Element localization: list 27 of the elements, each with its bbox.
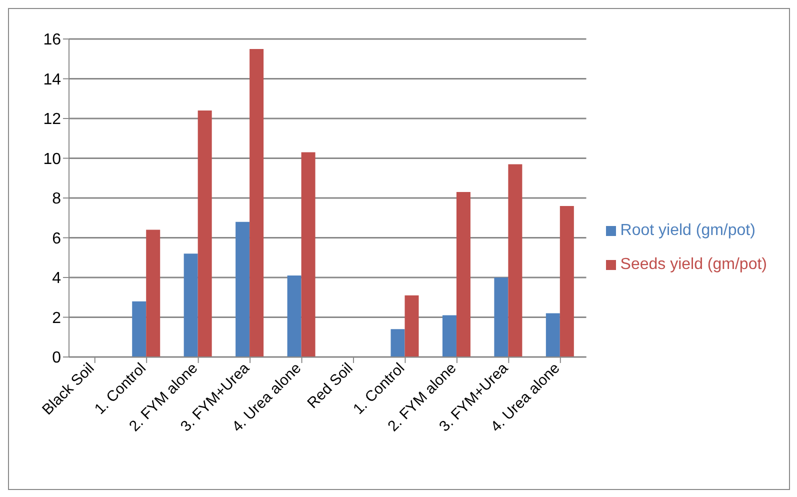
bar (546, 313, 560, 357)
bar (184, 254, 198, 357)
bar (132, 301, 146, 357)
y-tick-label: 8 (52, 190, 62, 208)
bar (442, 315, 456, 357)
legend-label: Seeds yield (gm/pot) (620, 256, 767, 273)
bar (456, 192, 470, 357)
y-tick-label: 4 (52, 270, 62, 288)
y-tick-label: 2 (52, 310, 62, 327)
bar (404, 295, 419, 357)
y-tick-label: 14 (43, 71, 62, 88)
bar (390, 329, 405, 357)
bar (508, 164, 522, 357)
y-tick-label: 12 (43, 111, 62, 128)
bar (236, 222, 250, 357)
y-tick-label: 6 (52, 230, 62, 248)
bar (287, 276, 302, 357)
bar (250, 48, 264, 357)
y-tick-label: 16 (43, 32, 62, 49)
bar (198, 110, 212, 357)
bar (146, 230, 160, 357)
bar (301, 152, 316, 357)
bar (560, 206, 574, 357)
y-tick-label: 0 (52, 350, 62, 367)
legend-label: Root yield (gm/pot) (620, 222, 756, 239)
bar (494, 278, 508, 357)
y-tick-label: 10 (43, 150, 62, 168)
